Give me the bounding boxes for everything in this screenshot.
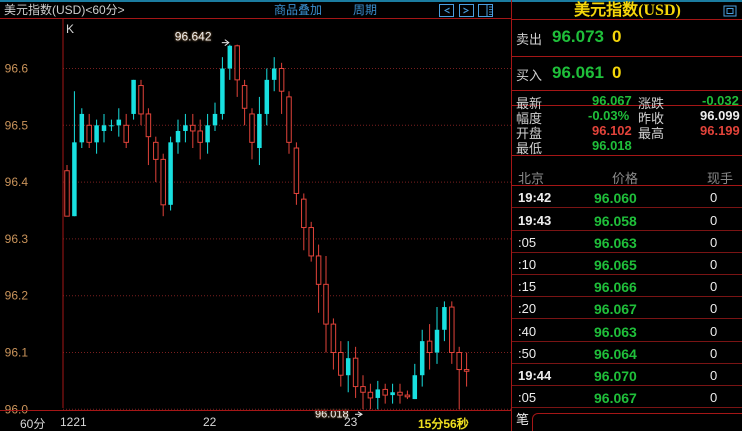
svg-text:96.5: 96.5 <box>5 118 29 132</box>
svg-text:96.6: 96.6 <box>5 62 29 76</box>
svg-text:96.4: 96.4 <box>5 175 29 189</box>
svg-text:96.3: 96.3 <box>5 232 29 246</box>
svg-text:96.1: 96.1 <box>5 346 29 360</box>
svg-text:96.2: 96.2 <box>5 289 29 303</box>
svg-text:K: K <box>66 22 74 36</box>
svg-text:96.642: 96.642 <box>175 30 212 44</box>
